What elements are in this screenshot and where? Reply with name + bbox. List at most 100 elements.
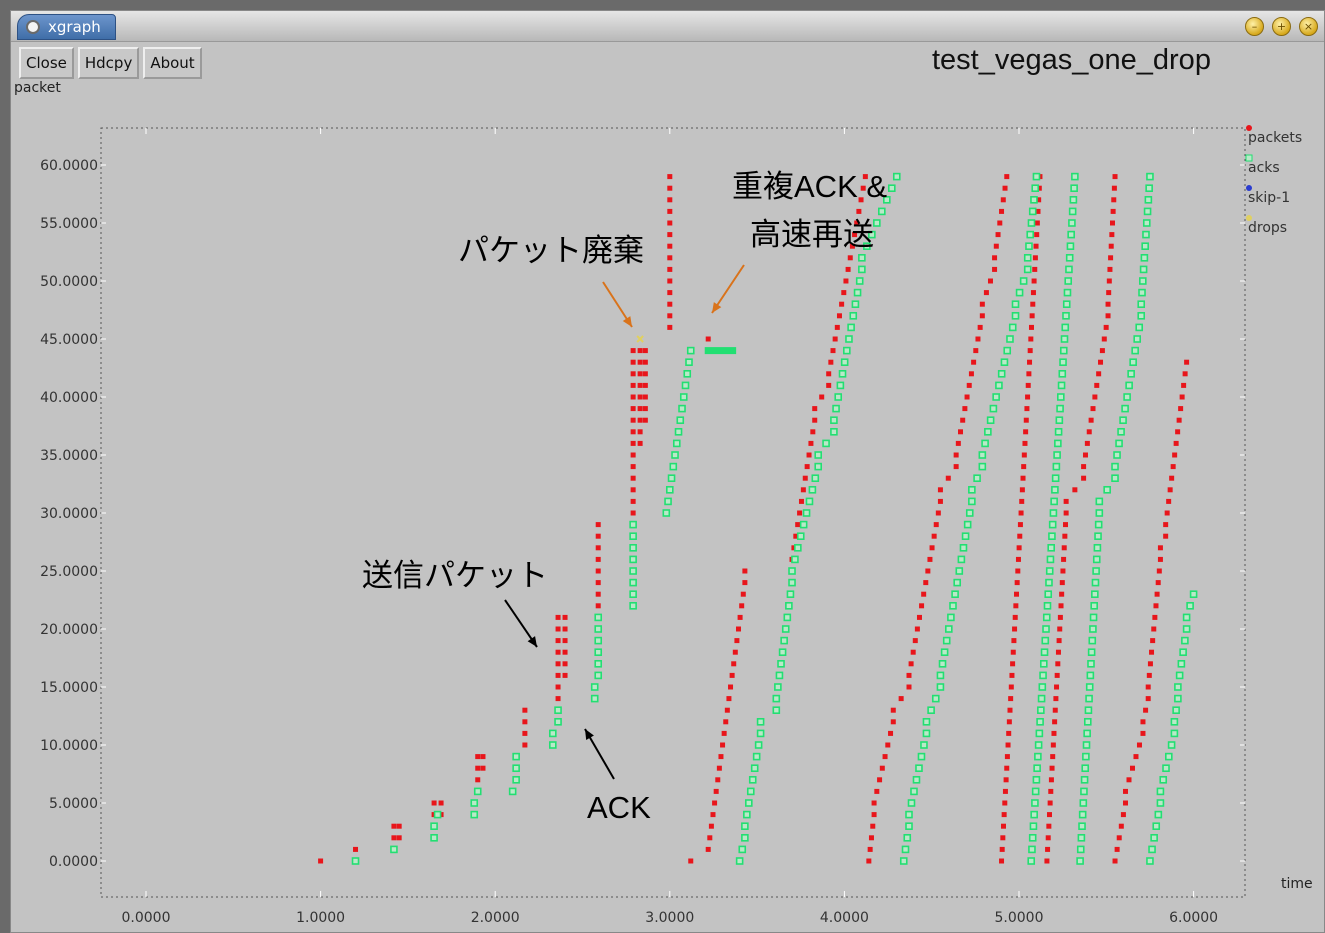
app-icon[interactable] <box>26 20 40 34</box>
minimize-icon[interactable]: – <box>1245 17 1264 36</box>
packets-point <box>1063 510 1069 516</box>
packets-point <box>1184 359 1190 365</box>
packets-point <box>1182 371 1188 377</box>
packets-point <box>798 498 804 504</box>
packets-point <box>637 348 643 354</box>
title-bar[interactable]: xgraph – + × <box>11 11 1324 42</box>
packets-point <box>1058 603 1064 609</box>
legend-label: drops <box>1248 220 1287 236</box>
acks-point <box>905 822 913 831</box>
packets-point <box>595 568 601 574</box>
packets-point <box>642 394 648 400</box>
acks-point <box>912 775 921 784</box>
acks-point <box>1048 520 1057 529</box>
packets-point <box>935 510 941 516</box>
acks-point <box>1059 346 1068 355</box>
packets-point <box>1019 498 1025 504</box>
acks-point <box>1174 683 1182 691</box>
acks-point <box>936 671 945 680</box>
acks-point <box>741 822 749 831</box>
packets-point <box>555 696 561 702</box>
packets-point <box>642 348 648 354</box>
packets-point <box>637 440 643 446</box>
packets-point <box>992 255 998 261</box>
packets-point <box>874 788 880 794</box>
packets-point <box>739 603 745 609</box>
annotation-packet-drop: パケット廃棄 <box>458 233 644 268</box>
acks-point <box>1162 764 1170 773</box>
about-button[interactable]: About <box>143 47 202 79</box>
packets-point <box>475 754 481 760</box>
acks-point <box>1049 509 1058 517</box>
packets-point <box>1057 626 1063 632</box>
acks-point <box>1078 822 1086 831</box>
packets-point <box>852 232 858 238</box>
packets-point <box>718 754 724 760</box>
acks-point <box>802 509 811 517</box>
close-window-icon[interactable]: × <box>1299 17 1318 36</box>
packets-point <box>979 301 985 307</box>
packets-point <box>667 197 673 203</box>
acks-point <box>847 323 855 332</box>
packets-point <box>555 672 561 678</box>
packets-point <box>1030 301 1036 307</box>
acks-point <box>508 787 517 796</box>
acks-point <box>978 451 987 459</box>
packets-point <box>826 371 832 377</box>
packets-point <box>1014 580 1020 586</box>
acks-point <box>910 787 918 796</box>
acks-point <box>1046 555 1055 564</box>
packets-point <box>810 429 816 435</box>
packets-point <box>707 835 713 841</box>
y-tick-label: 50.0000 <box>40 274 98 290</box>
packets-point <box>1000 823 1006 829</box>
packets-point <box>555 638 561 644</box>
packets-point <box>1014 591 1020 597</box>
packets-point <box>1166 498 1172 504</box>
packets-point <box>1013 603 1019 609</box>
acks-point <box>594 636 603 645</box>
packets-point <box>933 522 939 528</box>
acks-point <box>899 857 908 865</box>
acks-point <box>629 567 637 575</box>
acks-point <box>671 451 679 459</box>
acks-point <box>1063 288 1072 297</box>
packets-point <box>522 742 528 748</box>
acks-point <box>1167 741 1176 749</box>
packets-point <box>1027 359 1033 365</box>
packets-point <box>555 661 561 667</box>
acks-point <box>1057 381 1066 390</box>
packets-point <box>720 742 726 748</box>
acks-point <box>430 822 438 831</box>
packets-point <box>642 406 648 412</box>
packets-point <box>921 591 927 597</box>
packets-point <box>929 545 935 551</box>
x-axis-label: time <box>1281 876 1313 892</box>
acks-point <box>1150 833 1158 842</box>
title-tab[interactable]: xgraph <box>17 14 116 40</box>
acks-point <box>686 346 695 355</box>
acks-point <box>1148 845 1156 854</box>
packets-point <box>1005 742 1011 748</box>
packets-point <box>937 498 943 504</box>
packets-point <box>708 823 714 829</box>
acks-point <box>855 277 864 285</box>
legend-label: skip-1 <box>1248 190 1290 206</box>
packets-point <box>1028 324 1034 330</box>
maximize-icon[interactable]: + <box>1272 17 1291 36</box>
acks-point <box>788 578 796 587</box>
packets-point <box>667 301 673 307</box>
packets-point <box>740 591 746 597</box>
packets-point <box>1105 313 1111 319</box>
packets-point <box>726 696 732 702</box>
packets-point <box>562 614 568 620</box>
close-button[interactable]: Close <box>19 47 74 79</box>
packets-point <box>1025 382 1031 388</box>
hdcpy-button[interactable]: Hdcpy <box>77 47 140 79</box>
acks-point <box>953 578 961 587</box>
acks-point <box>470 799 479 807</box>
acks-point <box>1035 729 1044 738</box>
acks-point <box>1144 196 1153 204</box>
acks-point <box>995 381 1003 390</box>
packets-point <box>1045 835 1051 841</box>
